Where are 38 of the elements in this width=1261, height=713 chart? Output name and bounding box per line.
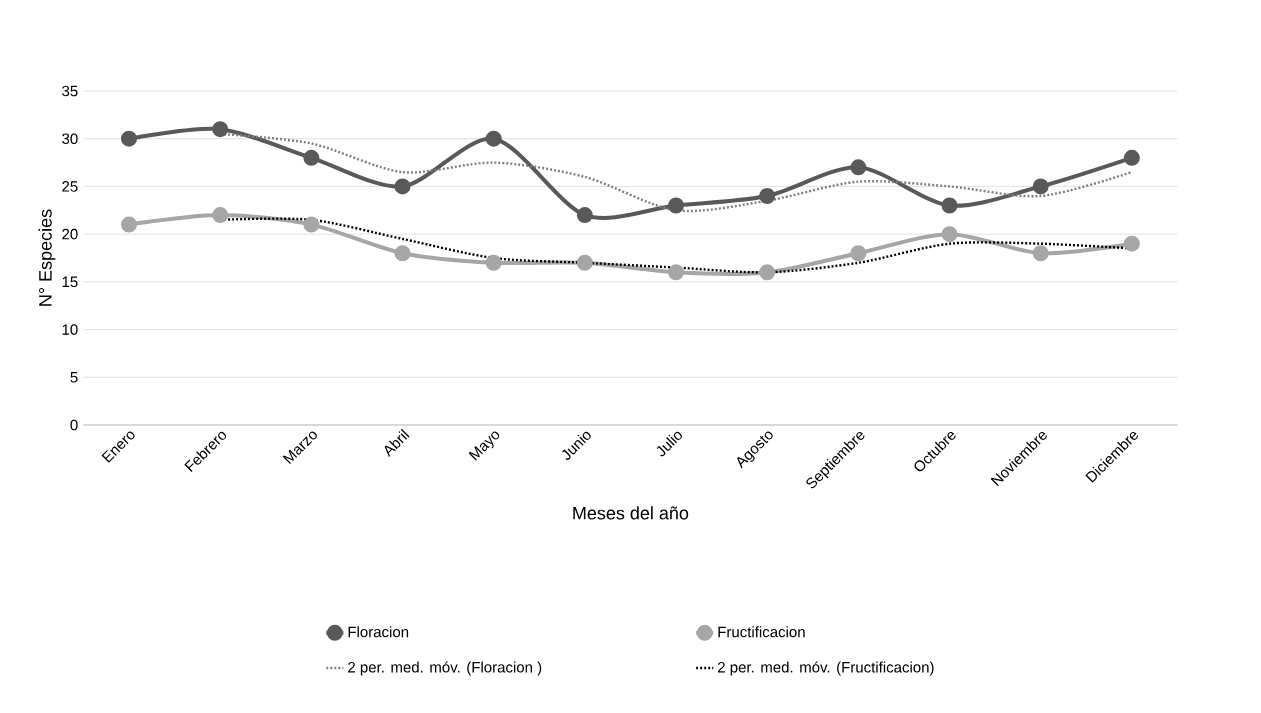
point [485,254,502,271]
y-axis-title: N° Especies [38,209,56,306]
y-tick-label: 35 [62,85,78,97]
legend-label: Fructificacion [718,626,805,638]
point [668,197,685,214]
point [941,226,958,243]
point [121,216,137,233]
x-axis-title: Meses del año [573,506,689,520]
point [668,264,685,281]
point [121,130,137,147]
point [212,121,229,138]
point [212,207,229,224]
legend-label: 2 per. med. móv. (Floracion ) [348,661,542,676]
point [576,254,593,271]
y-tick-label: 5 [70,372,78,383]
point [759,187,776,204]
point [1032,178,1049,195]
point [759,264,776,281]
point [394,178,411,195]
point [394,245,411,262]
point [485,130,502,147]
point [941,197,958,214]
y-tick-label: 0 [70,419,78,431]
point [303,216,320,233]
point [850,245,867,262]
y-tick-label: 25 [62,181,78,192]
y-tick-label: 30 [62,133,78,145]
y-tick-label: 20 [62,228,78,240]
y-tick-label: 10 [62,324,78,335]
point [303,149,320,166]
point [1032,245,1049,262]
point [850,159,867,176]
legend-label: Floracion [348,626,409,638]
point [1123,149,1140,166]
y-tick-label: 15 [62,276,78,288]
legend-label: 2 per. med. móv. (Fructificacion) [717,661,934,676]
point [1123,235,1140,252]
point [576,207,593,224]
